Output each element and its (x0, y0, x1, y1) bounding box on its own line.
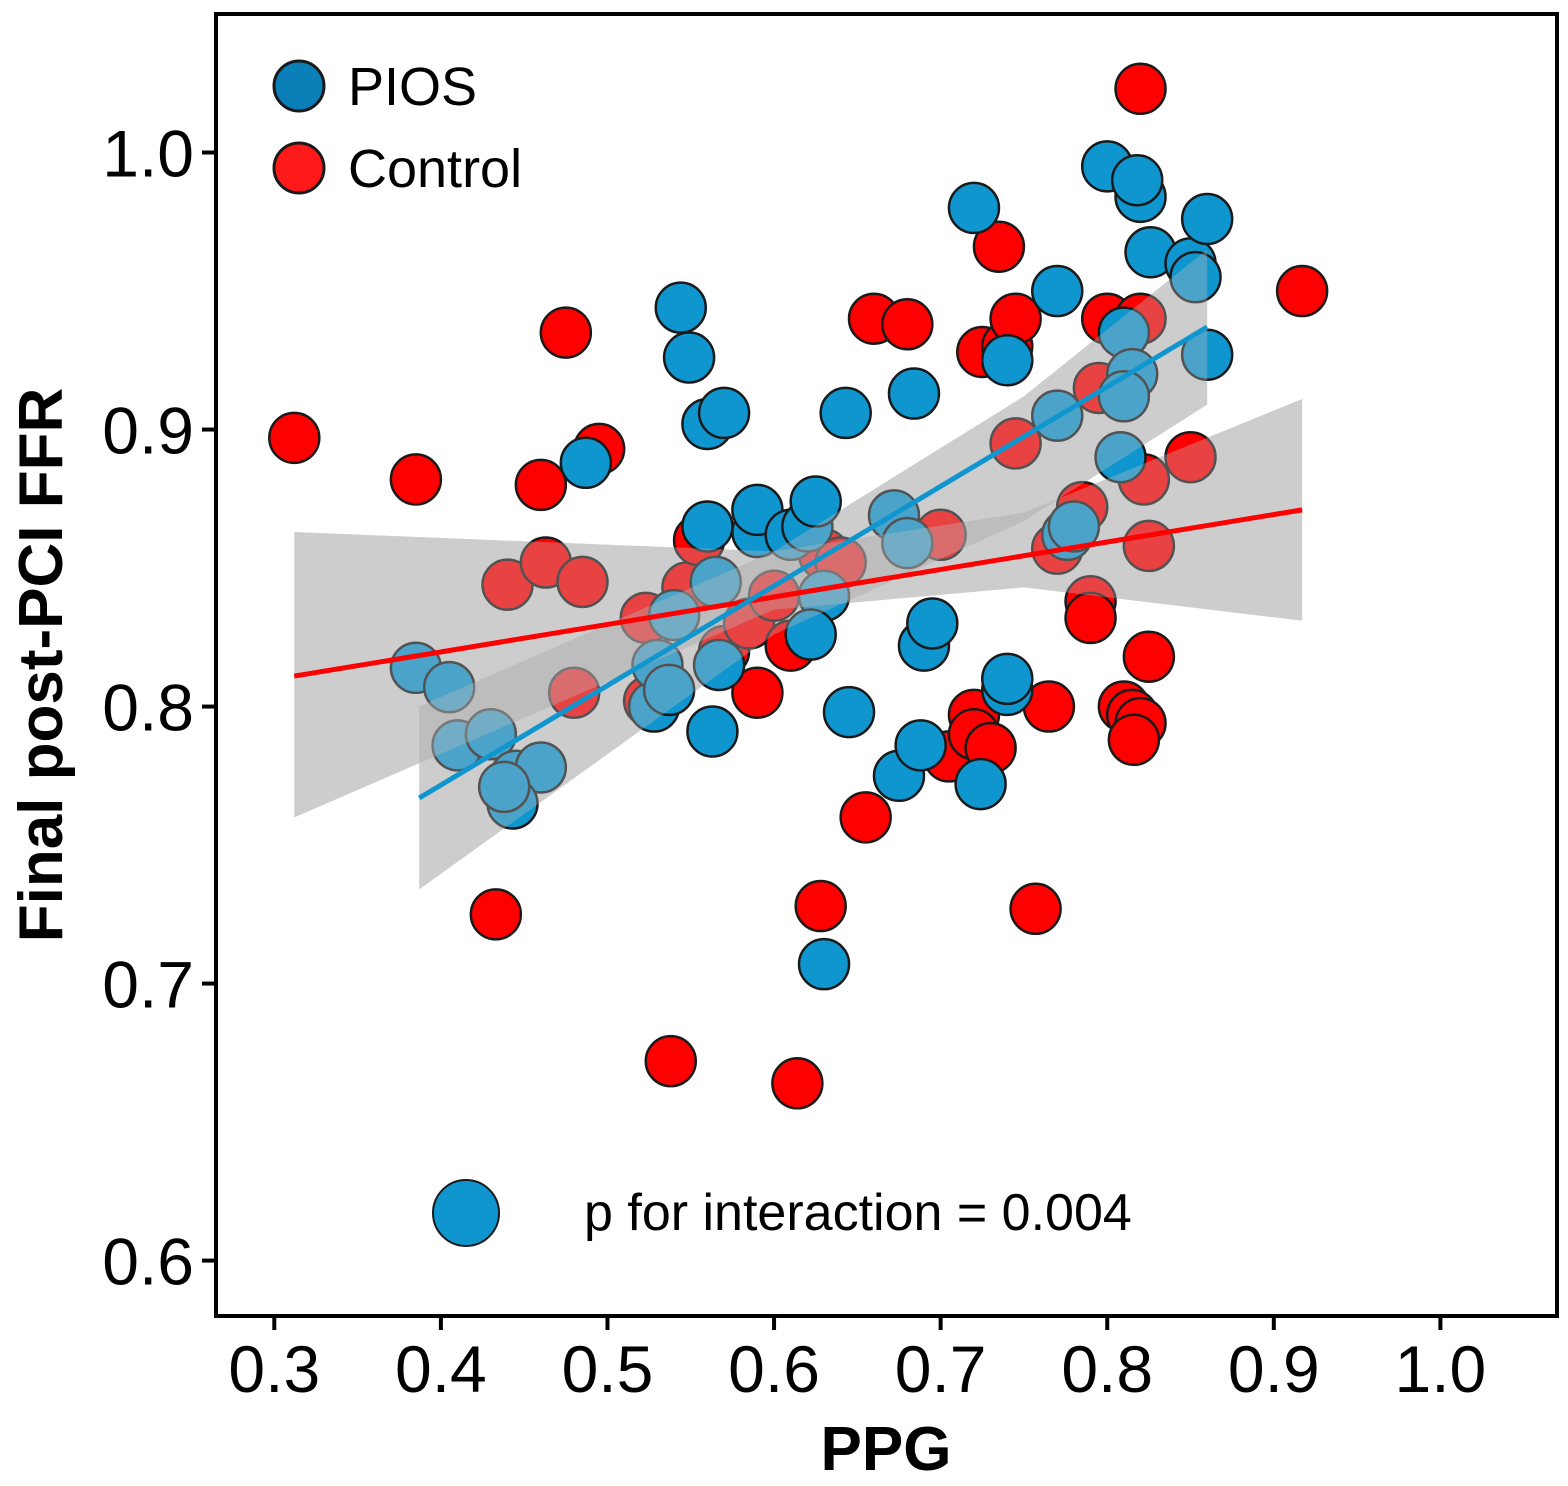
control-point (389, 453, 443, 506)
annotation-marker (432, 1179, 500, 1247)
pios-point (642, 663, 696, 717)
control-point (731, 666, 784, 719)
pios-point (697, 386, 751, 440)
pios-point (784, 608, 837, 661)
pios-point (981, 334, 1034, 387)
pios-point (477, 760, 531, 814)
pios-point (1169, 250, 1222, 304)
y-axis-title: Final post-PCI FFR (7, 388, 76, 943)
legend-marker-control (272, 141, 326, 195)
x-tick-label: 0.7 (895, 1332, 987, 1406)
pios-point (881, 516, 934, 570)
pios-point (789, 475, 842, 528)
control-point (1107, 713, 1161, 767)
pios-point (654, 281, 708, 334)
x-tick-label: 0.8 (1061, 1332, 1153, 1406)
pios-point (422, 660, 476, 714)
x-tick-label: 1.0 (1395, 1332, 1487, 1406)
pios-point (947, 181, 1001, 235)
control-point (469, 888, 523, 941)
control-point (1064, 591, 1117, 645)
pios-point (819, 386, 872, 440)
legend: PIOS Control (272, 57, 522, 199)
control-point (1164, 430, 1217, 484)
pios-point (1180, 192, 1234, 246)
pios-point (894, 719, 947, 772)
control-point (644, 1034, 698, 1088)
y-tick-label: 0.8 (102, 671, 194, 745)
pios-point (906, 597, 959, 650)
regression-lines (293, 324, 1303, 801)
x-axis-ticks: 0.3 0.4 0.5 0.6 0.7 0.8 0.9 1.0 (228, 1316, 1486, 1406)
x-tick-label: 0.6 (728, 1332, 820, 1406)
control-regression-line (293, 507, 1303, 679)
control-point (556, 555, 609, 609)
pios-regression-line (417, 324, 1209, 801)
control-point (1009, 882, 1062, 936)
pios-point (981, 652, 1034, 706)
pios-point (797, 937, 851, 991)
control-point (1122, 630, 1176, 683)
control-confidence-band (294, 399, 1303, 818)
pios-point (692, 638, 746, 692)
control-point (1275, 264, 1329, 318)
control-point (839, 791, 892, 844)
pios-point (1094, 430, 1147, 484)
control-point (794, 879, 847, 933)
control-point (539, 306, 593, 359)
y-tick-label: 1.0 (102, 117, 194, 191)
control-point (514, 458, 568, 512)
pios-point (681, 500, 734, 553)
pios-point (1030, 264, 1084, 318)
y-tick-label: 0.7 (102, 948, 194, 1022)
plot-panel-border (214, 12, 1559, 1318)
pios-point (822, 685, 876, 739)
control-point (1114, 62, 1167, 116)
x-tick-label: 0.9 (1228, 1332, 1320, 1406)
x-axis-title: PPG (821, 1415, 952, 1484)
pios-point (559, 436, 613, 490)
legend-marker-pios (272, 59, 326, 113)
pios-point (887, 367, 941, 420)
x-tick-label: 0.4 (395, 1332, 487, 1406)
pios-point (662, 331, 716, 384)
interaction-annotation: p for interaction = 0.004 (432, 1179, 1132, 1247)
control-point (881, 298, 934, 351)
control-band-overlay (294, 399, 1303, 818)
pios-point (1047, 500, 1101, 553)
x-tick-label: 0.3 (228, 1332, 320, 1406)
x-tick-label: 0.5 (562, 1332, 654, 1406)
y-tick-label: 0.9 (102, 394, 194, 468)
control-point (268, 411, 321, 465)
y-axis-ticks: 0.6 0.7 0.8 0.9 1.0 (102, 117, 216, 1299)
pios-point (1110, 153, 1164, 207)
data-points (268, 62, 1329, 1110)
pios-band-overlay (419, 249, 1208, 890)
y-tick-label: 0.6 (102, 1225, 194, 1299)
annotation-text: p for interaction = 0.004 (584, 1184, 1132, 1242)
legend-label-pios: PIOS (348, 57, 477, 117)
pios-point (686, 705, 739, 758)
pios-point (954, 757, 1007, 811)
control-point (972, 220, 1026, 273)
legend-label-control: Control (348, 139, 522, 199)
control-point (771, 1057, 824, 1110)
